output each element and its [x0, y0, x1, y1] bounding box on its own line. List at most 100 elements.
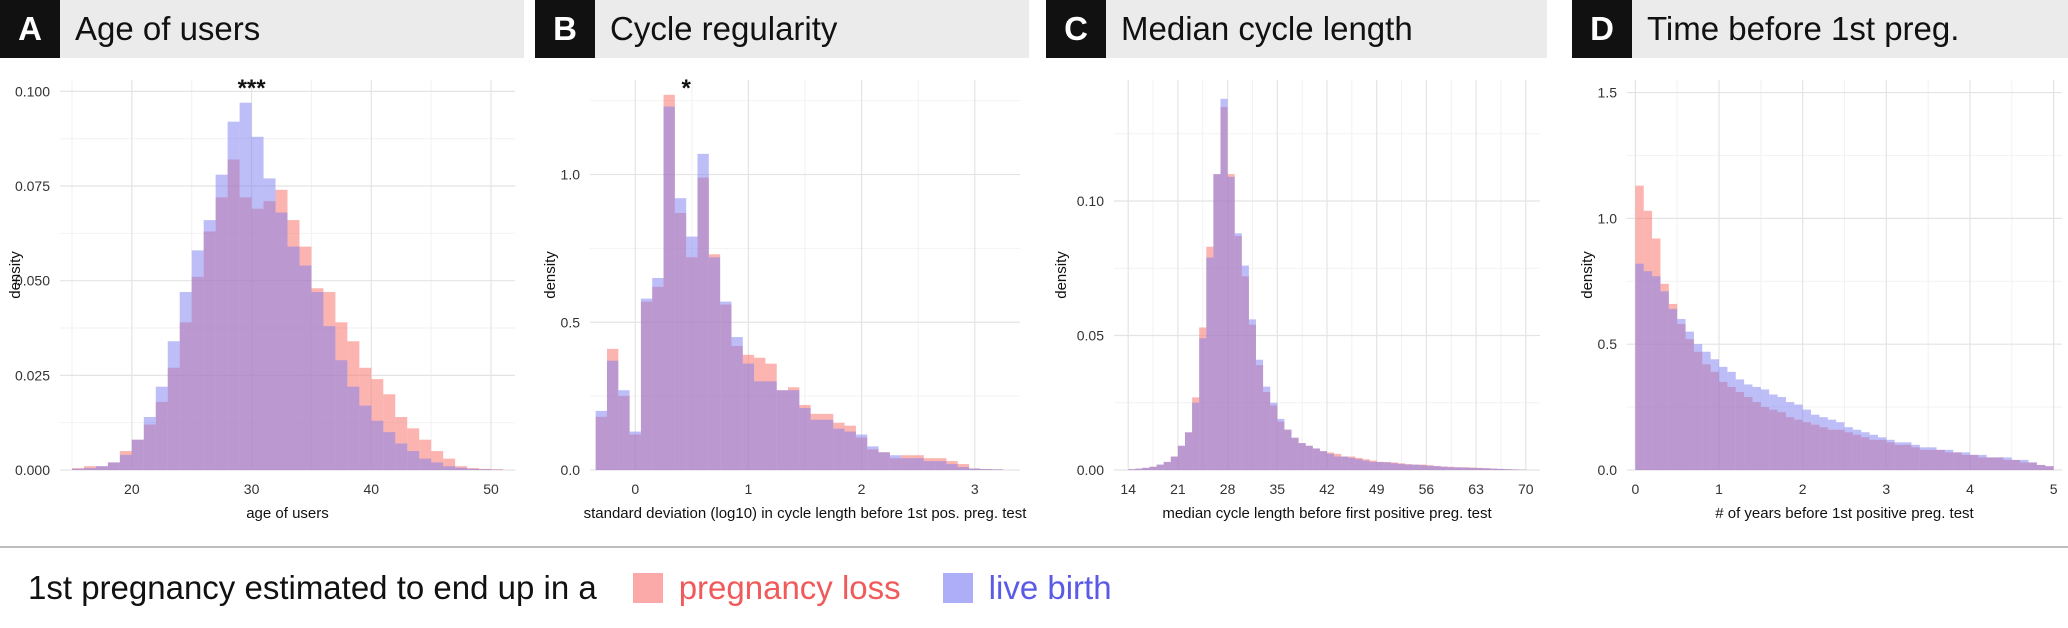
bar-live-birth — [991, 469, 1004, 470]
bar-live-birth — [359, 405, 372, 470]
bar-live-birth — [1298, 443, 1306, 470]
bar-live-birth — [1312, 448, 1320, 470]
y-tick-label: 0.10 — [1077, 193, 1104, 209]
bar-live-birth — [2011, 459, 2021, 470]
bar-live-birth — [1270, 402, 1278, 470]
legend-item-pregnancy-loss: pregnancy loss — [632, 569, 901, 607]
x-tick-label: 50 — [483, 481, 499, 497]
x-tick-label: 5 — [2050, 481, 2058, 497]
bar-live-birth — [1355, 459, 1363, 470]
x-tick-label: 2 — [1799, 481, 1807, 497]
bar-live-birth — [1156, 464, 1164, 470]
bar-live-birth — [1142, 467, 1150, 470]
bar-live-birth — [980, 469, 992, 470]
bar-live-birth — [335, 360, 348, 470]
bar-live-birth — [1504, 469, 1512, 470]
bar-live-birth — [227, 121, 240, 470]
panel-letter: B — [535, 0, 595, 58]
bar-live-birth — [1199, 338, 1207, 470]
x-tick-label: 63 — [1468, 481, 1484, 497]
bar-live-birth — [765, 381, 777, 470]
bar-live-birth — [1135, 468, 1143, 470]
bar-live-birth — [708, 257, 721, 470]
bar-live-birth — [1284, 429, 1292, 470]
panel-header: B Cycle regularity — [535, 0, 1029, 58]
panel-letter: D — [1572, 0, 1632, 58]
bar-live-birth — [618, 390, 630, 470]
bar-live-birth — [1969, 454, 1979, 470]
bar-live-birth — [71, 468, 84, 470]
x-tick-label: 30 — [244, 481, 260, 497]
bar-live-birth — [1911, 444, 1920, 470]
bar-live-birth — [1447, 467, 1455, 470]
bar-live-birth — [1836, 422, 1845, 470]
bar-live-birth — [731, 337, 743, 470]
panel-header: D Time before 1st preg. — [1572, 0, 2068, 58]
x-tick-label: 49 — [1369, 481, 1385, 497]
bar-live-birth — [191, 250, 204, 470]
bar-live-birth — [1677, 319, 1686, 470]
x-axis-title: median cycle length before first positiv… — [1162, 505, 1492, 522]
bar-live-birth — [1785, 402, 1795, 470]
bar-live-birth — [2003, 457, 2012, 470]
bar-live-birth — [1469, 467, 1477, 470]
bar-live-birth — [1163, 461, 1171, 470]
panel-cycle-regularity: B Cycle regularity 0 1 2 3 0.0 0.5 1.0 standard… — [535, 0, 1029, 546]
bar-live-birth — [606, 360, 619, 470]
bar-live-birth — [1660, 291, 1669, 470]
y-tick-label: 1.5 — [1598, 85, 1618, 101]
bar-live-birth — [239, 102, 252, 470]
bar-live-birth — [1341, 456, 1349, 470]
bar-live-birth — [720, 301, 732, 470]
legend-divider — [0, 546, 2068, 548]
bar-live-birth — [1170, 456, 1178, 470]
bar-live-birth — [1844, 427, 1853, 470]
bar-pregnancy-loss — [443, 458, 456, 470]
x-tick-label: 1 — [745, 481, 753, 497]
bar-live-birth — [742, 363, 755, 470]
panel-title: Median cycle length — [1121, 10, 1413, 47]
x-axis-title: age of users — [246, 505, 329, 522]
bar-live-birth — [1936, 449, 1945, 470]
bar-live-birth — [119, 454, 132, 470]
bar-live-birth — [203, 220, 216, 470]
bar-live-birth — [935, 461, 947, 470]
bar-live-birth — [1227, 176, 1235, 470]
bar-live-birth — [912, 458, 924, 470]
bar-live-birth — [131, 439, 144, 470]
bar-live-birth — [1206, 257, 1214, 470]
bar-pregnancy-loss — [431, 451, 444, 470]
bar-live-birth — [1760, 389, 1770, 470]
bar-live-birth — [1995, 457, 2004, 470]
y-tick-label: 0.0 — [561, 462, 581, 478]
bar-live-birth — [878, 452, 890, 470]
bar-live-birth — [663, 106, 675, 470]
bar-live-birth — [1702, 351, 1711, 470]
bar-live-birth — [946, 464, 958, 470]
bar-live-birth — [1819, 417, 1828, 470]
y-tick-label: 0.0 — [1598, 462, 1618, 478]
live-birth-swatch — [942, 573, 973, 603]
bar-live-birth — [1744, 384, 1753, 470]
bar-live-birth — [2028, 462, 2037, 470]
bar-live-birth — [1769, 394, 1778, 470]
bar-live-birth — [1433, 466, 1441, 470]
bar-live-birth — [1852, 429, 1862, 470]
bar-live-birth — [1476, 468, 1484, 470]
y-tick-label: 0.5 — [561, 314, 581, 330]
bar-live-birth — [407, 451, 420, 470]
x-tick-label: 3 — [971, 481, 979, 497]
bar-live-birth — [167, 341, 180, 470]
y-axis-title: density — [542, 251, 559, 299]
x-tick-label: 2 — [858, 481, 866, 497]
x-tick-label: 3 — [1882, 481, 1890, 497]
bar-live-birth — [1802, 409, 1812, 470]
bar-live-birth — [901, 458, 913, 470]
bar-live-birth — [1483, 468, 1491, 470]
bar-live-birth — [754, 381, 766, 470]
panel-header: C Median cycle length — [1046, 0, 1547, 58]
age-histogram: 20 30 40 50 0.000 0.025 0.050 0.075 0.100 age of … — [7, 75, 515, 522]
legend: 1st pregnancy estimated to end up in a p… — [28, 560, 1154, 616]
bar-live-birth — [371, 420, 384, 470]
bar-live-birth — [383, 432, 396, 470]
